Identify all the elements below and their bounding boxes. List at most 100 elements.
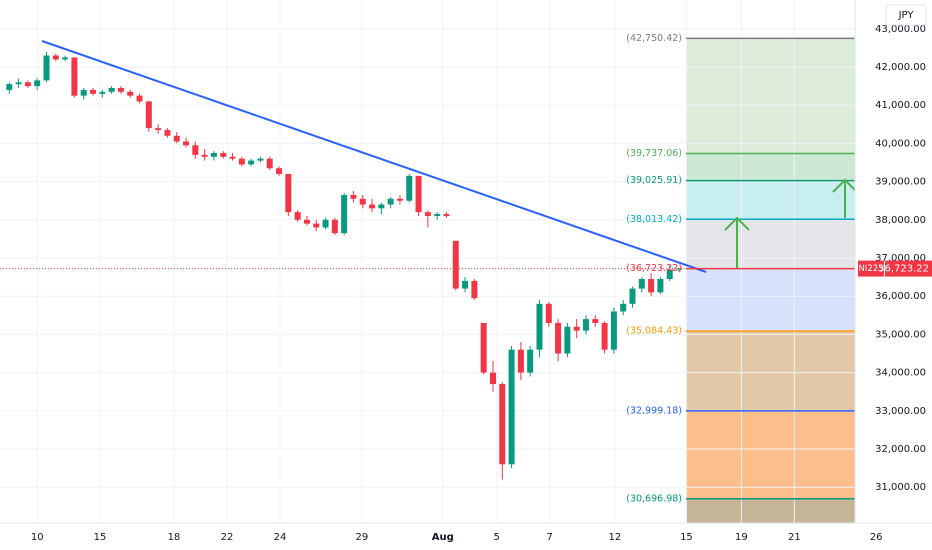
y-tick-label: 41,000.00 (875, 100, 926, 111)
candle-body (555, 322, 562, 354)
candle-body (210, 152, 217, 157)
last-price-tag (885, 260, 932, 277)
symbol-label: NI225 (858, 264, 883, 274)
candle-body (564, 326, 571, 354)
level-zone (686, 38, 855, 154)
level-label: (32,999.18) (626, 405, 682, 416)
candle-body (136, 95, 143, 102)
candle-body (676, 268, 683, 270)
level-zone (686, 153, 855, 181)
level-zone (686, 268, 855, 332)
x-tick-label: 21 (788, 532, 801, 543)
candle-body (666, 269, 673, 280)
x-tick-label: 12 (608, 532, 621, 543)
y-tick-label: 39,000.00 (875, 177, 926, 188)
candle-body (183, 141, 190, 146)
y-tick-label: 35,000.00 (875, 329, 926, 340)
level-zone (686, 180, 855, 220)
candle-body (331, 219, 338, 234)
candle-body (127, 91, 134, 96)
currency-button[interactable] (885, 4, 927, 26)
candle-body (238, 158, 245, 165)
candle-body (220, 152, 227, 157)
y-tick-label: 32,000.00 (875, 444, 926, 455)
candle-body (164, 130, 171, 136)
level-label: (42,750.42) (626, 33, 682, 44)
level-zone (686, 219, 855, 269)
candle-body (341, 194, 348, 234)
y-tick-label: 34,000.00 (875, 368, 926, 379)
candle-body (313, 223, 320, 228)
candle-body (406, 175, 413, 201)
candle-body (117, 88, 124, 92)
candle-body (6, 84, 13, 90)
trend-line (41, 40, 707, 273)
level-zone (686, 331, 855, 411)
candle-body (15, 82, 22, 85)
candle-body (610, 311, 617, 350)
x-tick-label: 19 (735, 532, 748, 543)
candle-body (573, 326, 580, 331)
candle-body (145, 101, 152, 129)
x-tick-label: 5 (494, 532, 500, 543)
candle-body (638, 279, 645, 289)
x-tick-label: 15 (94, 532, 107, 543)
candle-body (462, 280, 469, 289)
candle-body (303, 219, 310, 224)
candle-body (34, 80, 41, 87)
candle-body (424, 212, 431, 216)
y-tick-label: 42,000.00 (875, 62, 926, 73)
x-tick-label: 7 (547, 532, 553, 543)
level-zone (686, 410, 855, 499)
candle-body (52, 55, 59, 60)
x-tick-label: 24 (274, 532, 287, 543)
y-tick-label: 43,000.00 (875, 24, 926, 35)
candle-body (582, 319, 589, 331)
level-label: (39,737.06) (626, 148, 682, 159)
y-tick-label: 36,000.00 (875, 291, 926, 302)
candle-body (545, 303, 552, 323)
y-tick-label: 40,000.00 (875, 138, 926, 149)
x-tick-label: 26 (870, 532, 883, 543)
candle-body (62, 57, 69, 60)
level-label: (30,696.98) (626, 493, 682, 504)
candle-body (359, 198, 366, 205)
candle-body (480, 322, 487, 373)
x-tick-label: 10 (31, 532, 44, 543)
candle-body (266, 158, 273, 169)
x-tick-label: 22 (221, 532, 234, 543)
candle-body (434, 214, 441, 216)
candle-body (229, 156, 236, 159)
candle-body (369, 204, 376, 209)
arrows (724, 178, 858, 268)
candle-body (396, 198, 403, 201)
candle-body (80, 89, 87, 96)
candle-body (285, 173, 292, 213)
level-zone (686, 498, 855, 523)
symbol-tag (858, 260, 884, 277)
y-tick-label: 37,000.00 (875, 253, 926, 264)
level-label: (39,025.91) (626, 175, 682, 186)
y-tick-label: 31,000.00 (875, 482, 926, 493)
candle-body (276, 168, 283, 174)
candle-body (43, 55, 50, 81)
candle-body (322, 219, 329, 228)
x-tick-label: 18 (168, 532, 181, 543)
x-tick-label: 15 (680, 532, 693, 543)
candle-body (24, 82, 31, 87)
candle-body (508, 349, 515, 465)
y-tick-label: 33,000.00 (875, 406, 926, 417)
candle-body (378, 204, 385, 209)
currency: JPY (898, 10, 915, 21)
candle-body (192, 145, 199, 155)
candle-body (489, 372, 496, 385)
candle-body (201, 154, 208, 157)
candle-body (452, 240, 459, 289)
candle-body (657, 279, 664, 293)
x-tick-label: Aug (432, 532, 454, 543)
candle-body (527, 349, 534, 373)
candle-body (629, 288, 636, 304)
candle-body (71, 57, 78, 96)
candle-body (90, 89, 97, 94)
candle-body (294, 212, 301, 220)
